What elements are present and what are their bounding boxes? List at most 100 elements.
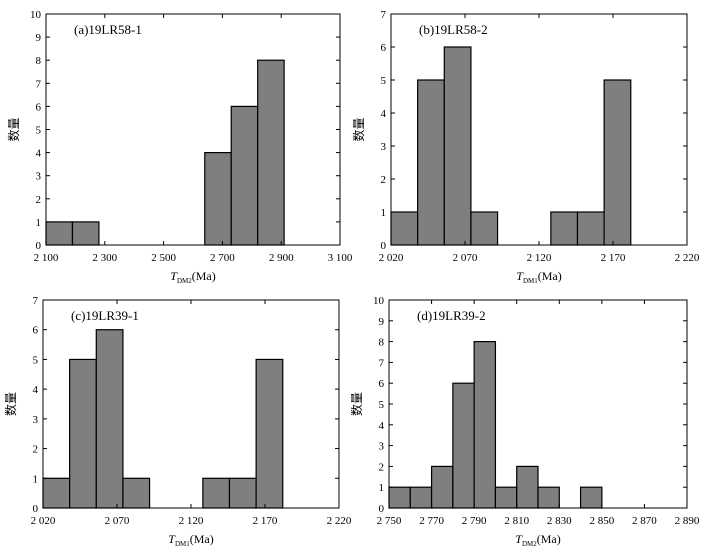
y-tick-label: 6 <box>36 101 42 113</box>
y-tick-label: 5 <box>379 399 385 411</box>
panel-label: (d)19LR39-2 <box>417 308 486 323</box>
y-tick-label: 10 <box>373 295 385 307</box>
histogram-bar <box>45 221 74 246</box>
panel-label: (b)19LR58-2 <box>419 22 488 37</box>
histogram-bar <box>257 59 285 246</box>
chart-panel-2: 0 1 2 3 4 5 6 7 2 020 2 070 2 120 2 170 2 220 (b)19LR… <box>351 9 700 285</box>
y-tick-label: 7 <box>379 357 385 369</box>
x-tick-label: 2 500 <box>151 252 176 264</box>
x-tick-label: 2 900 <box>269 252 294 264</box>
y-axis-label: 数量 <box>351 117 366 141</box>
histogram-bar <box>255 358 284 509</box>
histogram-bar <box>409 486 433 509</box>
y-axis-label: 数量 <box>349 392 364 416</box>
y-tick-label: 8 <box>36 55 42 67</box>
x-axis-label-unit: (Ma) <box>538 269 562 283</box>
histogram-bar <box>550 211 579 246</box>
y-tick-label: 3 <box>36 171 42 183</box>
y-tick-label: 6 <box>381 42 387 54</box>
y-tick-label: 2 <box>36 194 42 206</box>
x-axis-label: TDM2(Ma) <box>515 532 560 548</box>
y-tick-label: 5 <box>381 75 387 87</box>
x-tick-label: 2 810 <box>504 515 529 527</box>
x-tick-label: 2 170 <box>253 515 278 527</box>
x-tick-label: 2 070 <box>453 252 478 264</box>
histogram-bar <box>388 486 411 509</box>
y-tick-label: 9 <box>379 316 385 328</box>
histogram-bar <box>473 341 497 509</box>
y-tick-label: 4 <box>379 420 385 432</box>
y-tick-label: 7 <box>33 295 39 307</box>
x-axis-label-subscript: DM1 <box>523 277 538 285</box>
histogram-bar <box>603 79 632 246</box>
y-tick-label: 0 <box>33 503 39 515</box>
x-tick-label: 2 890 <box>675 515 700 527</box>
histogram-bar <box>390 211 419 246</box>
histogram-bar <box>470 211 499 246</box>
x-tick-label: 3 100 <box>328 252 353 264</box>
x-axis-label: TDM1(Ma) <box>516 269 561 285</box>
chart-panel-4: 0 1 2 3 4 5 6 7 8 9 10 2 750 2 770 2 790 2 810 2 830 2 8… <box>349 295 700 548</box>
histogram-bar <box>95 329 124 509</box>
panel-label: (a)19LR58-1 <box>74 22 142 37</box>
y-tick-label: 2 <box>379 461 385 473</box>
x-tick-label: 2 790 <box>462 515 487 527</box>
x-tick-label: 2 100 <box>34 252 59 264</box>
histogram-bar <box>452 382 475 509</box>
histogram-bar <box>579 486 603 509</box>
x-tick-label: 2 830 <box>547 515 572 527</box>
y-tick-label: 1 <box>33 473 39 485</box>
x-tick-label: 2 020 <box>379 252 404 264</box>
x-tick-label: 2 300 <box>92 252 117 264</box>
y-tick-label: 6 <box>33 325 39 337</box>
plot-frame <box>45 13 341 246</box>
x-tick-label: 2 850 <box>589 515 614 527</box>
x-axis-label-unit: (Ma) <box>192 269 216 283</box>
y-tick-label: 4 <box>33 384 39 396</box>
x-axis-label: TDM2(Ma) <box>170 269 215 285</box>
x-tick-label: 2 120 <box>527 252 552 264</box>
histogram-bar <box>204 152 232 246</box>
histogram-bar <box>202 477 231 509</box>
y-tick-label: 9 <box>36 32 42 44</box>
histogram-bar <box>430 465 454 509</box>
x-tick-label: 2 870 <box>632 515 657 527</box>
chart-panel-1: 0 1 2 3 4 5 6 7 8 9 10 2 100 2 300 2 500 2 700 2 900 3 1… <box>6 9 353 285</box>
x-tick-label: 2 700 <box>210 252 235 264</box>
x-axis-label-subscript: DM2 <box>522 540 537 548</box>
x-axis-label-main: T <box>515 532 523 546</box>
y-tick-label: 1 <box>379 482 385 494</box>
x-axis-label-subscript: DM1 <box>175 540 190 548</box>
histogram-bar <box>230 105 259 246</box>
y-tick-label: 0 <box>379 503 385 515</box>
histogram-bar <box>494 486 518 509</box>
y-axis-label: 数量 <box>6 117 21 141</box>
histogram-bar <box>516 465 539 509</box>
histogram-bar <box>42 477 71 509</box>
panel-label: (c)19LR39-1 <box>71 308 139 323</box>
y-tick-label: 8 <box>379 337 385 349</box>
y-tick-label: 0 <box>381 240 387 252</box>
y-axis-label: 数量 <box>3 392 18 416</box>
y-tick-label: 0 <box>36 240 42 252</box>
y-tick-label: 7 <box>36 78 42 90</box>
histogram-bar <box>71 221 100 246</box>
y-tick-label: 2 <box>33 444 39 456</box>
x-axis-label-main: T <box>168 532 176 546</box>
histogram-bar <box>228 477 257 509</box>
x-tick-label: 2 770 <box>419 515 444 527</box>
x-tick-label: 2 070 <box>105 515 130 527</box>
histogram-bar <box>417 79 445 246</box>
x-tick-label: 2 750 <box>377 515 402 527</box>
x-axis-label-main: T <box>516 269 524 283</box>
y-tick-label: 4 <box>381 108 387 120</box>
y-tick-label: 7 <box>381 9 387 21</box>
y-tick-label: 10 <box>30 9 42 21</box>
x-axis-label-subscript: DM2 <box>177 277 192 285</box>
x-tick-label: 2 120 <box>179 515 204 527</box>
histogram-bar <box>576 211 605 246</box>
y-tick-label: 1 <box>36 217 42 229</box>
x-axis-label-main: T <box>170 269 178 283</box>
y-tick-label: 3 <box>379 441 385 453</box>
